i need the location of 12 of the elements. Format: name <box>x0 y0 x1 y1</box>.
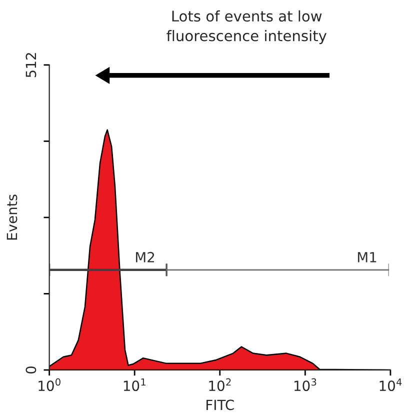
x-axis-title: FITC <box>206 400 234 410</box>
y-axis-title: Events <box>6 194 18 240</box>
text: Lots of events at low fluorescence intensity <box>166 10 326 44</box>
y-tick-label: 512 <box>26 53 36 78</box>
series-label: M1 <box>358 252 376 262</box>
x-tick-label: 10$^{3}$ <box>294 378 316 392</box>
x-tick-label: 10$^{0}$ <box>38 378 60 392</box>
x-tick-label: 10$^{4}$ <box>380 378 402 392</box>
series-label: M2 <box>136 252 154 262</box>
x-tick-label: 10$^{2}$ <box>209 378 231 392</box>
y-tick-label: 0 <box>26 366 36 374</box>
x-tick-label: 10$^{1}$ <box>124 378 146 392</box>
